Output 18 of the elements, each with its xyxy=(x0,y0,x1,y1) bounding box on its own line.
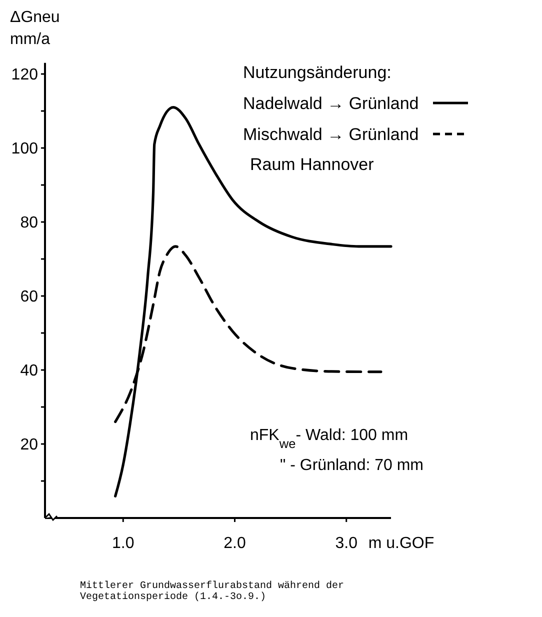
x-axis-title: m u.GOF xyxy=(368,535,434,552)
y-tick-label: 100 xyxy=(11,140,38,158)
y-tick-label: 120 xyxy=(11,66,38,84)
y-tick-label: 60 xyxy=(20,288,38,306)
legend-title: Nutzungsänderung: xyxy=(243,63,392,82)
legend-label: Nadelwald → Grünland xyxy=(243,94,419,113)
y-axis-title: ΔGneu mm/a xyxy=(10,9,60,48)
y-tick-label: 20 xyxy=(20,436,38,454)
annotation: " - Grünland: 70 mm xyxy=(280,457,424,474)
x-tick-label: 2.0 xyxy=(224,535,246,552)
text: Mittlerer Grundwasserflurabstand während der Vegetationsperiode (1.4.-3o.9.) xyxy=(80,580,344,603)
annotation: Raum Hannover xyxy=(250,155,374,174)
annotation: nFK$_{we}$- Wald: 100 mm xyxy=(250,427,408,450)
legend-label: Mischwald → Grünland xyxy=(243,125,419,144)
y-tick-label: 80 xyxy=(20,214,38,232)
x-tick-label: 3.0 xyxy=(335,535,358,552)
y-tick-label: 40 xyxy=(20,362,38,380)
x-tick-label: 1.0 xyxy=(112,535,134,552)
